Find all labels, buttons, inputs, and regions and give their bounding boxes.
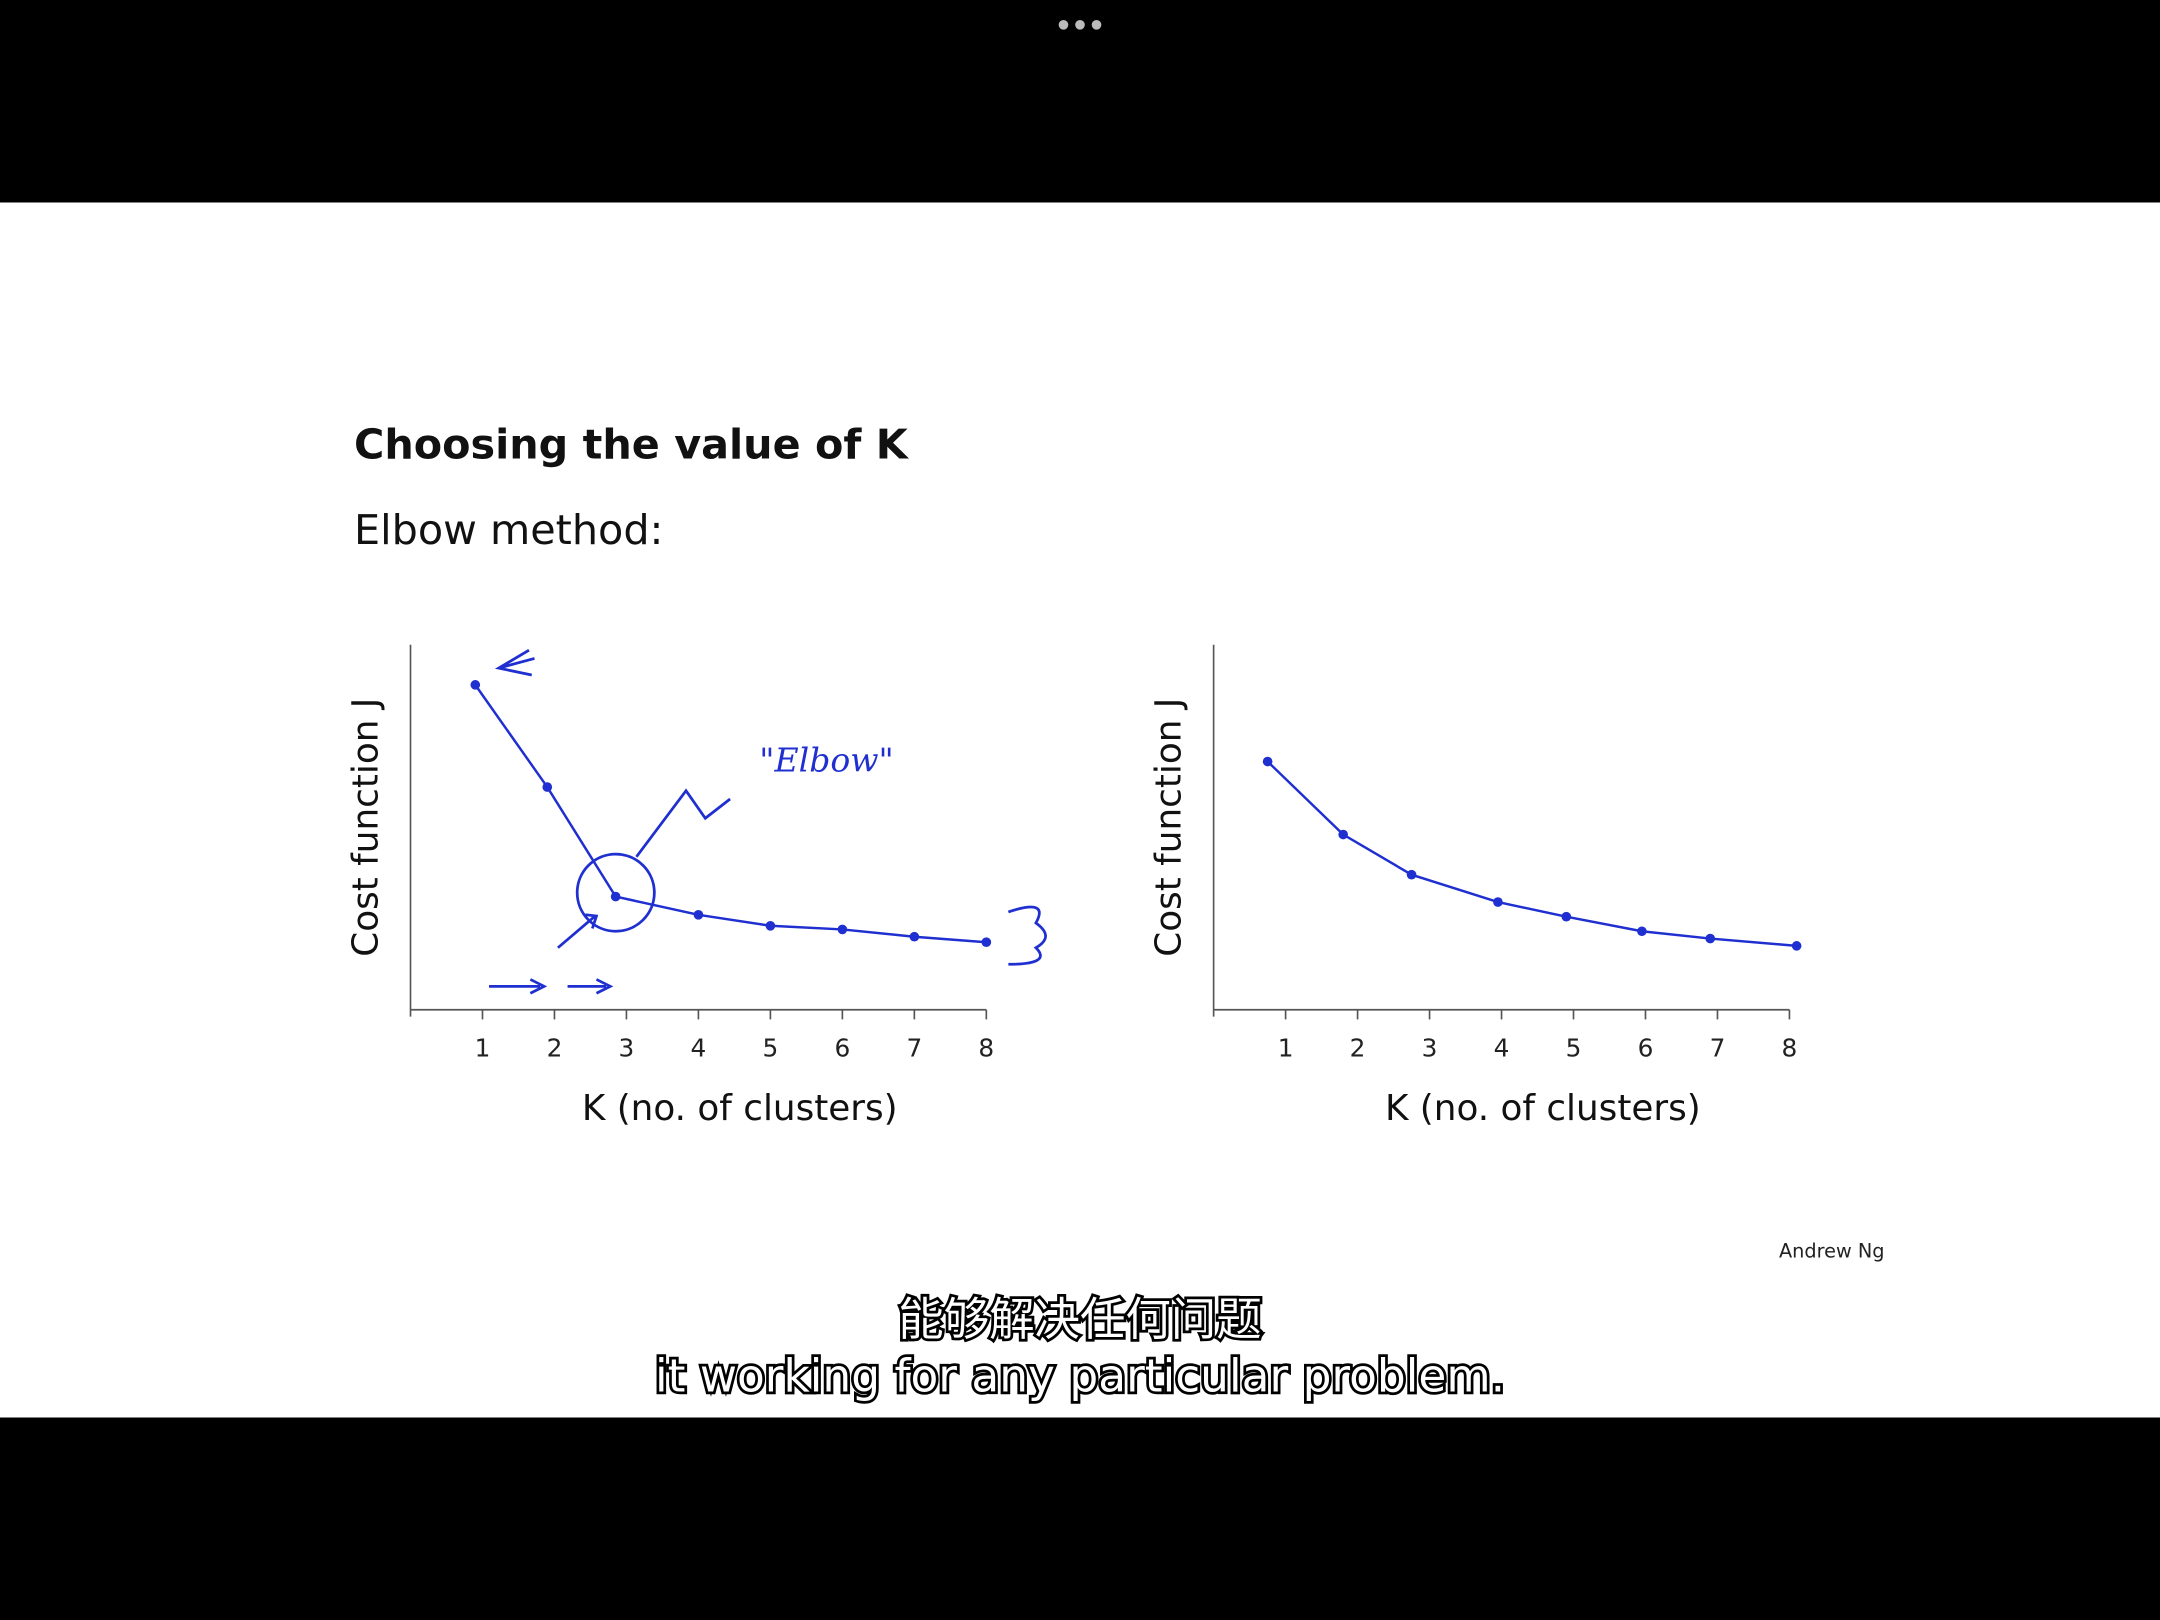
x-tick-label: 3 [1422, 1034, 1438, 1063]
caption-en: it working for any particular problem. [655, 1349, 1505, 1402]
author: Andrew Ng [1779, 1240, 1885, 1263]
x-tick-label: 7 [906, 1034, 922, 1063]
bottom-bar [0, 1417, 2160, 1620]
annotation: "Elbow" [759, 740, 893, 779]
data-point [1262, 756, 1273, 767]
data-point [470, 680, 481, 690]
data-point [1406, 869, 1417, 880]
y-axis-label: Cost function J [345, 698, 386, 957]
y-axis-label: Cost function J [1149, 698, 1190, 957]
data-point [1705, 933, 1716, 944]
data-point [765, 920, 776, 931]
x-tick-label: 7 [1710, 1034, 1726, 1063]
top-bar [0, 0, 2160, 203]
x-tick-label: 6 [834, 1034, 850, 1063]
x-axis-label: K (no. of clusters) [1385, 1088, 1701, 1129]
x-tick-label: 3 [619, 1034, 635, 1063]
cost-curve [1266, 760, 1797, 948]
data-point [909, 931, 920, 942]
x-tick-label: 8 [1782, 1034, 1798, 1063]
x-tick-label: 8 [978, 1034, 994, 1063]
cost-curve [474, 684, 987, 944]
slide-subtitle: Elbow method: [354, 506, 663, 554]
x-tick-label: 5 [763, 1034, 779, 1063]
data-point [610, 891, 621, 902]
data-point [1493, 897, 1503, 907]
x-tick-label: 1 [1278, 1034, 1294, 1063]
data-point [837, 924, 848, 935]
data-point [1791, 941, 1802, 951]
x-tick-label: 4 [1494, 1034, 1510, 1063]
x-tick-label: 4 [691, 1034, 707, 1063]
slide [0, 202, 2160, 1418]
x-tick-label: 2 [1350, 1034, 1366, 1063]
x-tick-label: 5 [1566, 1034, 1582, 1063]
slide-title: Choosing the value of K [354, 421, 910, 469]
more-button[interactable] [1058, 19, 1102, 30]
caption-zh: 能够解决任何问题 [898, 1293, 1262, 1346]
data-point [693, 910, 704, 920]
hand-annotations [489, 649, 1047, 995]
x-tick-label: 6 [1638, 1034, 1654, 1063]
x-tick-label: 2 [547, 1034, 563, 1063]
data-point [981, 937, 992, 948]
data-point [542, 782, 553, 792]
data-point [1338, 829, 1349, 840]
data-point [1561, 911, 1572, 922]
data-point [1637, 926, 1647, 937]
x-tick-label: 1 [475, 1034, 491, 1063]
x-axis-label: K (no. of clusters) [582, 1088, 898, 1129]
